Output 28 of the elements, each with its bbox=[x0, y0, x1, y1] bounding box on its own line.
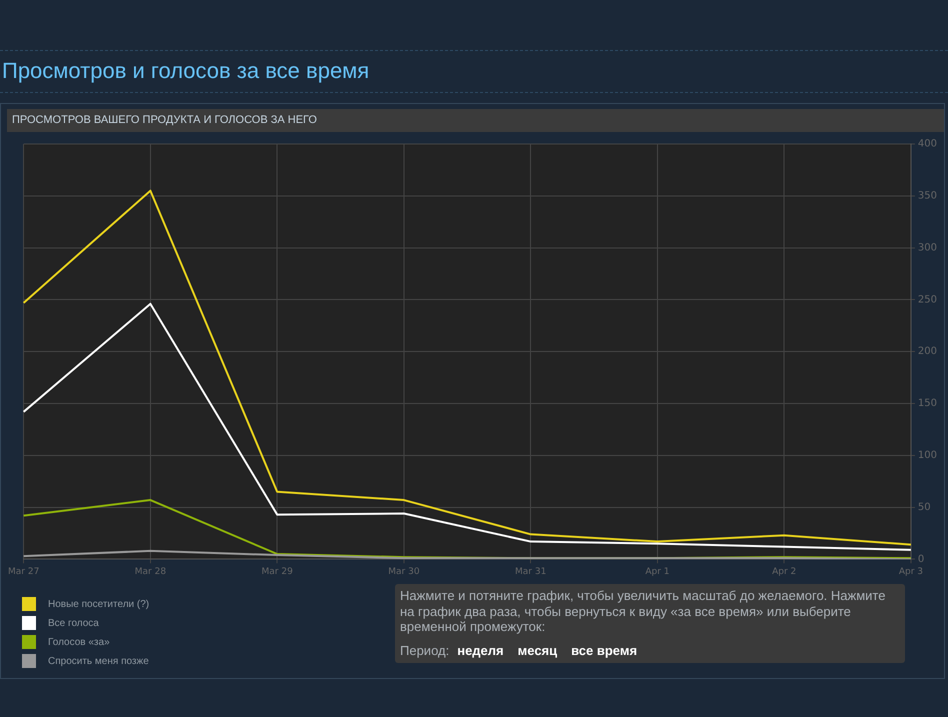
y-tick-label: 0 bbox=[918, 554, 924, 565]
legend-label: Спросить меня позже bbox=[48, 656, 149, 666]
y-tick-label: 100 bbox=[918, 450, 938, 461]
y-tick-label: 350 bbox=[918, 190, 938, 202]
y-tick-label: 300 bbox=[918, 242, 938, 254]
x-tick-label: Apr 3 bbox=[898, 566, 923, 577]
text: месяц bbox=[518, 642, 558, 658]
y-tick-label: 50 bbox=[918, 502, 931, 513]
legend-label: Голосов «за» bbox=[48, 636, 110, 648]
x-tick-label: Mar 27 bbox=[8, 566, 40, 577]
y-tick-label: 250 bbox=[918, 294, 938, 306]
x-tick-label: Mar 31 bbox=[515, 566, 546, 577]
chart-title: Просмотров и голосов за все время bbox=[2, 58, 370, 84]
x-tick-label: Mar 29 bbox=[262, 566, 294, 577]
text: Нажмите и потяните график, чтобы увеличить масштаб до желаемого. Нажмите на график два раза, чтобы вернуться к виду «за все время» или выберите временной промежуток: bbox=[400, 588, 886, 634]
x-tick-label: Mar 28 bbox=[134, 566, 166, 577]
y-tick-label: 400 bbox=[918, 138, 938, 150]
legend-label: Все голоса bbox=[48, 618, 99, 628]
text: неделя bbox=[457, 642, 504, 658]
y-tick-label: 200 bbox=[918, 346, 938, 358]
x-tick-label: Apr 2 bbox=[772, 566, 796, 577]
text: Период: bbox=[400, 642, 450, 658]
x-tick-label: Apr 1 bbox=[645, 566, 670, 577]
legend-label: Новые посетители (?) bbox=[48, 598, 150, 610]
chart-subtitle: ПРОСМОТРОВ ВАШЕГО ПРОДУКТА И ГОЛОСОВ ЗА НЕГО bbox=[7, 109, 944, 132]
text: все время bbox=[571, 642, 638, 658]
y-tick-label: 150 bbox=[918, 398, 938, 410]
x-tick-label: Mar 30 bbox=[388, 566, 420, 577]
